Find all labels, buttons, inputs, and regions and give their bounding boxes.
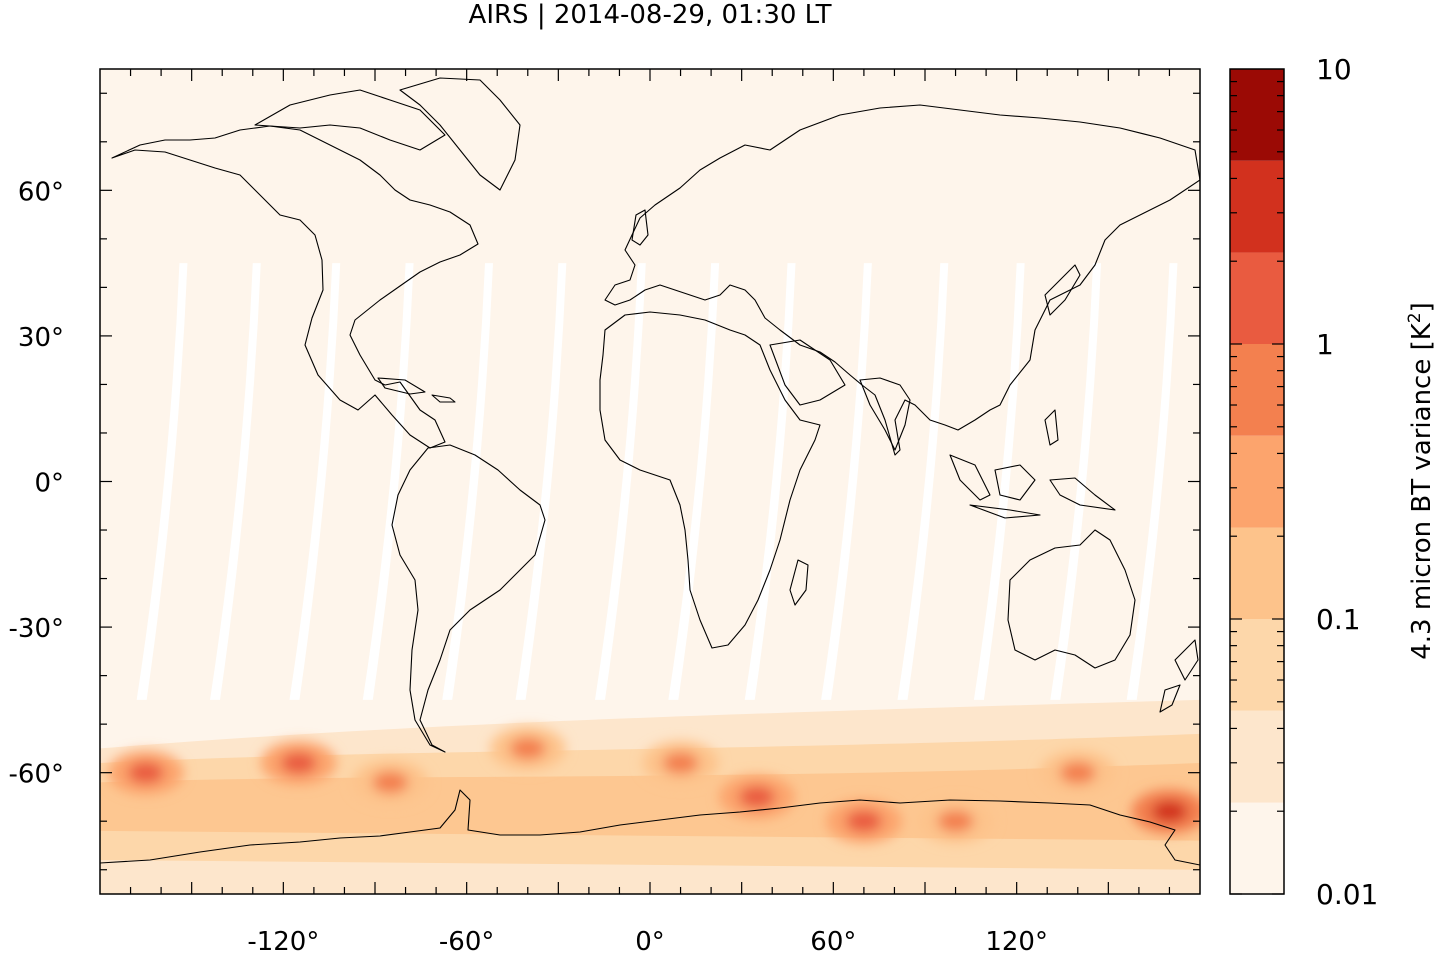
x-tick-label: 0° (635, 927, 665, 956)
y-tick-label: -30° (9, 614, 64, 644)
orbit-gap (210, 263, 261, 700)
orbit-gap (668, 263, 720, 700)
hotspot-core (509, 737, 546, 760)
y-tick-label: 30° (18, 323, 64, 353)
colorbar-level (1230, 710, 1284, 803)
colorbar: 0.01 0.1 1 10 4.3 micron BT variance [K2… (1229, 53, 1437, 911)
colorbar-tick-label: 0.1 (1316, 603, 1361, 636)
y-tick-label: 60° (18, 177, 64, 207)
hotspot-core (845, 810, 882, 833)
colorbar-tick-label: 1 (1316, 328, 1334, 361)
x-tick-label: -120° (247, 927, 319, 956)
hotspot-core (937, 810, 974, 833)
orbit-gap (136, 263, 188, 700)
colorbar-level (1230, 252, 1284, 344)
colorbar-tick-marks (1230, 80, 1284, 895)
colorbar-level (1230, 802, 1284, 894)
orbit-gap (821, 263, 872, 700)
hotspots (107, 726, 1200, 844)
map-tick-marks (100, 69, 1200, 894)
colorbar-level (1230, 344, 1284, 436)
map-title: AIRS | 2014-08-29, 01:30 LT (468, 0, 832, 30)
orbit-gap (1050, 263, 1102, 700)
hotspot-core (662, 751, 699, 774)
x-axis: -120° -60° 0° 60° 120° (247, 927, 1048, 956)
colorbar-level (1230, 435, 1284, 528)
orbit-gaps (136, 263, 1178, 700)
colorbar-label: 4.3 micron BT variance [K2] (1405, 302, 1437, 660)
colorbar-tick-label: 0.01 (1316, 878, 1378, 911)
colorbar-level (1230, 527, 1284, 619)
coastlines (100, 77, 1200, 866)
y-axis: 60° 30° 0° -30° -60° (9, 177, 64, 789)
orbit-gap (442, 263, 493, 700)
orbit-gap (515, 263, 567, 700)
x-tick-label: 120° (985, 927, 1048, 956)
x-tick-label: 60° (810, 927, 856, 956)
orbit-gap (744, 263, 796, 700)
colorbar-levels (1230, 69, 1284, 894)
orbit-gap (897, 263, 949, 700)
hotspot-core (280, 751, 317, 774)
y-tick-label: 0° (34, 469, 64, 499)
hotspot-core (1151, 800, 1188, 823)
x-tick-label: -60° (439, 927, 494, 956)
hotspot-core (372, 771, 409, 794)
orbit-gap (289, 263, 341, 700)
hotspot-core (1059, 761, 1096, 784)
colorbar-tick-label: 10 (1316, 53, 1352, 86)
colorbar-level (1230, 619, 1284, 711)
colorbar-frame (1229, 68, 1285, 895)
orbit-gap (1126, 263, 1178, 700)
orbit-gap (362, 263, 414, 700)
orbit-gap (595, 263, 646, 700)
orbit-gap (973, 263, 1025, 700)
colorbar-level (1230, 160, 1284, 253)
map-plot-area (99, 68, 1201, 895)
y-tick-label: -60° (9, 760, 64, 790)
colorbar-level (1230, 69, 1284, 161)
hotspot-core (738, 785, 775, 808)
hotspot-core (127, 761, 164, 784)
